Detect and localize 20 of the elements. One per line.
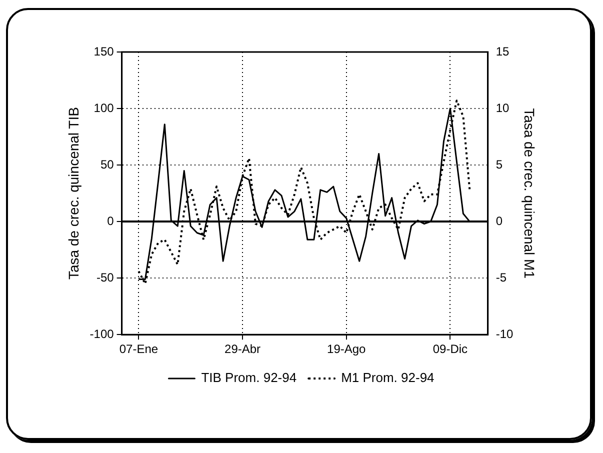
y-tick-label: 100 — [94, 100, 114, 115]
y-tick-label: -50 — [96, 270, 114, 284]
x-tick-label: 29-Abr — [224, 342, 261, 356]
y2-tick-label: 15 — [496, 44, 510, 58]
legend-label: M1 Prom. 92-94 — [341, 370, 434, 386]
y-tick-label: 50 — [100, 157, 114, 172]
y-tick-label: 0 — [107, 214, 114, 228]
y-axis-title: Tasa de crec. quincenal TIB — [65, 107, 82, 280]
x-tick-label: 09-Dic — [432, 342, 468, 356]
x-tick-label: 07-Ene — [119, 342, 158, 356]
legend-label: TIB Prom. 92-94 — [201, 370, 297, 386]
y-tick-label: -100 — [90, 326, 114, 341]
y2-axis-title: Tasa de crec. quincenal M1 — [522, 108, 538, 279]
y2-tick-label: 0 — [496, 214, 503, 228]
x-tick-label: 19-Ago — [327, 342, 366, 356]
y2-tick-label: -5 — [496, 270, 507, 284]
y2-tick-label: 5 — [496, 157, 503, 172]
y-tick-label: 150 — [94, 44, 114, 58]
y2-tick-label: -10 — [496, 326, 514, 341]
y2-tick-label: 10 — [496, 100, 510, 115]
